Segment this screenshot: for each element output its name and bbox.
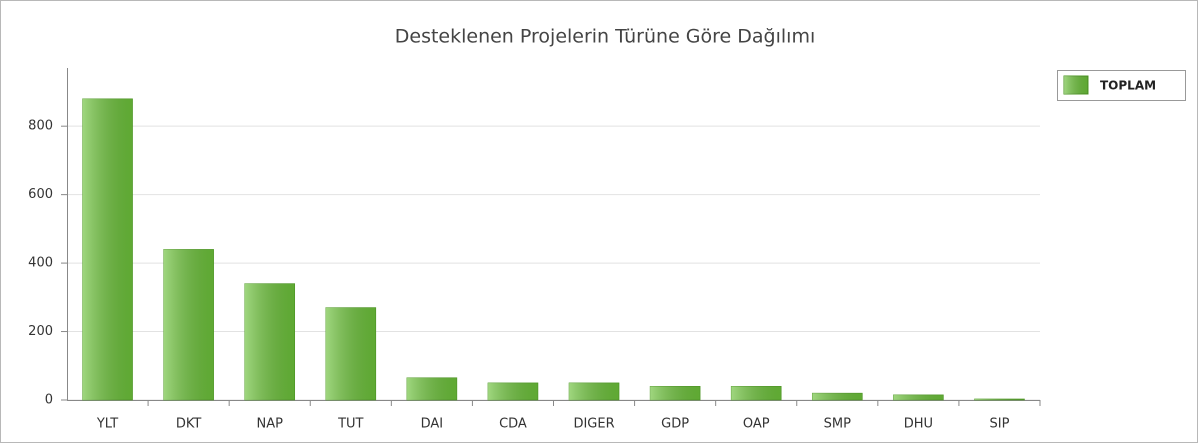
bar-shine [812,393,863,400]
bar-shine [82,98,133,400]
bar-shine [163,249,214,400]
bar-shine [569,382,620,400]
x-tick-label: DKT [176,417,202,432]
x-tick-label: NAP [256,417,283,432]
x-tick-label: CDA [499,417,527,432]
x-tick-label: SMP [824,417,851,432]
bar-shine [487,382,538,400]
bar-shine [325,307,376,400]
x-tick-label: YLT [96,417,118,432]
y-tick-label: 600 [28,187,53,202]
legend-label: TOPLAM [1100,79,1156,93]
x-tick-label: SIP [989,417,1009,432]
x-tick-label: DIGER [573,417,614,432]
y-tick-label: 400 [28,256,53,271]
bar-shine [650,386,701,400]
x-tick-label: OAP [743,417,770,432]
bar-shine [244,283,295,400]
y-tick-label: 200 [28,324,53,339]
bar-shine [893,394,944,400]
x-tick-label: DAI [421,417,444,432]
y-tick-label: 0 [45,393,53,408]
bar-shine [974,398,1025,400]
y-tick-label: 800 [28,119,53,134]
x-tick-label: TUT [337,417,363,432]
bar-shine [406,377,457,400]
x-tick-label: GDP [661,417,689,432]
bar-shine [731,386,782,400]
x-tick-label: DHU [904,417,933,432]
legend-swatch-shine [1064,76,1088,94]
chart-title: Desteklenen Projelerin Türüne Göre Dağıl… [395,26,816,48]
